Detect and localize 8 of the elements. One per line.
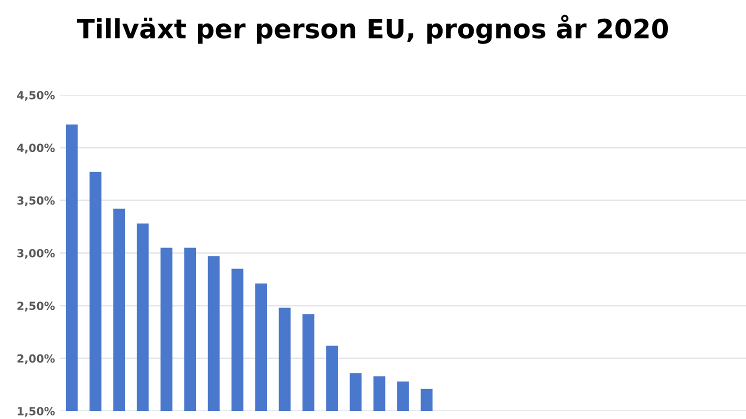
y-tick-label: 2,00% [17,354,55,364]
chart-title: Tillväxt per person EU, prognos år 2020 [76,14,668,44]
y-tick-label: 4,50% [17,90,55,101]
y-tick-label: 3,50% [17,196,55,206]
y-tick-label: 3,00% [17,248,55,259]
y-tick-label: 2,50% [17,302,55,312]
y-tick-label: 1,50% [18,406,55,417]
y-tick-label: 4,00% [17,144,55,154]
